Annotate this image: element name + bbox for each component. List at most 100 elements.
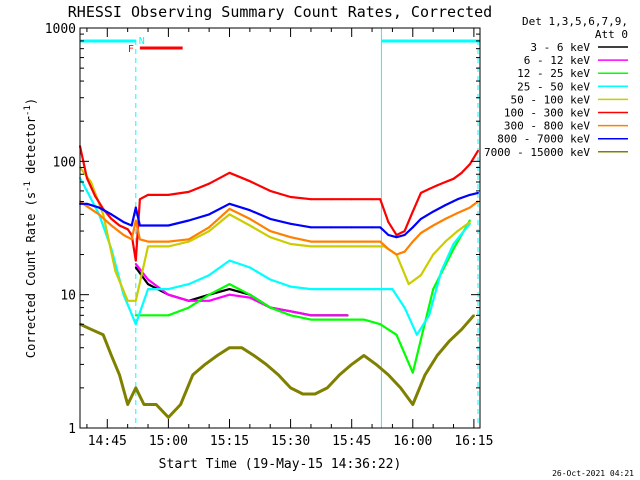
data-point [326,386,329,389]
data-point [102,213,105,216]
data-point [167,314,170,317]
data-point [428,314,431,317]
data-point [350,245,353,248]
data-point [346,314,349,317]
series-line [78,145,479,262]
data-point [147,193,150,196]
flag-label-flare: F [128,44,134,55]
data-point [118,224,121,227]
data-point [395,253,398,256]
data-point [204,363,207,366]
data-point [371,245,374,248]
data-point [444,204,447,207]
data-point [130,238,133,241]
data-point [85,205,88,208]
y-axis-label-main: Corrected Count Rate (s [24,192,38,358]
legend-header-1: Det 1,3,5,6,7,9, [522,15,628,28]
plot-frame [79,27,481,429]
data-point [411,403,414,406]
data-point [187,219,190,222]
data-point [350,240,353,243]
data-point [138,198,141,201]
data-point [208,226,211,229]
data-point [309,226,312,229]
data-point [191,373,194,376]
data-point [330,314,333,317]
data-point [289,386,292,389]
data-point [411,210,414,213]
data-point [289,310,292,313]
data-point [228,283,231,286]
data-point [167,245,170,248]
x-axis: 14:45 15:00 15:15 15:30 15:45 16:00 16:15 [86,28,493,449]
data-point [419,191,422,194]
data-point [216,354,219,357]
data-point [419,217,422,220]
chart-title: RHESSI Observing Summary Count Rates, Co… [68,3,492,21]
data-point [265,363,268,366]
data-point [468,206,471,209]
data-point [134,259,137,262]
data-point [411,240,414,243]
data-point [228,288,231,291]
data-point [411,371,414,374]
data-point [403,234,406,237]
data-point [167,224,170,227]
data-point [240,346,243,349]
x-tick-label: 15:00 [149,434,188,449]
y-tick-label: 100 [53,155,76,170]
data-point [248,209,251,212]
data-point [375,363,378,366]
y-tick-label: 1000 [45,22,76,37]
data-point [134,299,137,302]
data-point [208,230,211,233]
y-axis-label-sup2: -1 [23,105,33,116]
data-point [309,314,312,317]
data-point [147,240,150,243]
data-point [134,206,137,209]
data-point [208,293,211,296]
data-point [350,288,353,291]
data-point [379,198,382,201]
y-axis-label: Corrected Count Rate (s-1 detector-1) [23,98,38,358]
data-point [289,285,292,288]
data-point [309,288,312,291]
data-point [269,306,272,309]
data-point [269,230,272,233]
y-axis: 1 10 100 1000 [45,22,480,437]
data-point [387,234,390,237]
data-point [309,318,312,321]
data-point [403,306,406,309]
data-point [330,226,333,229]
data-point [289,222,292,225]
data-point [147,224,150,227]
data-point [208,213,211,216]
data-point [419,274,422,277]
legend-label: 50 - 100 keV [511,93,591,106]
data-point [309,245,312,248]
data-point [395,234,398,237]
data-point [248,293,251,296]
data-point [289,196,292,199]
data-point [472,314,475,317]
data-point [114,270,117,273]
legend-label: 300 - 800 keV [504,120,590,133]
data-point [147,283,150,286]
data-point [452,248,455,251]
data-point [452,242,455,245]
data-point [98,213,101,216]
data-point [415,333,418,336]
data-point [147,288,150,291]
data-point [395,333,398,336]
data-point [407,283,410,286]
data-point [228,202,231,205]
data-point [167,240,170,243]
data-point [399,386,402,389]
data-point [350,198,353,201]
flag-label-night: N [139,36,145,47]
data-point [362,318,365,321]
data-point [187,283,190,286]
legend-label: 12 - 25 keV [517,67,590,80]
data-point [476,149,479,152]
